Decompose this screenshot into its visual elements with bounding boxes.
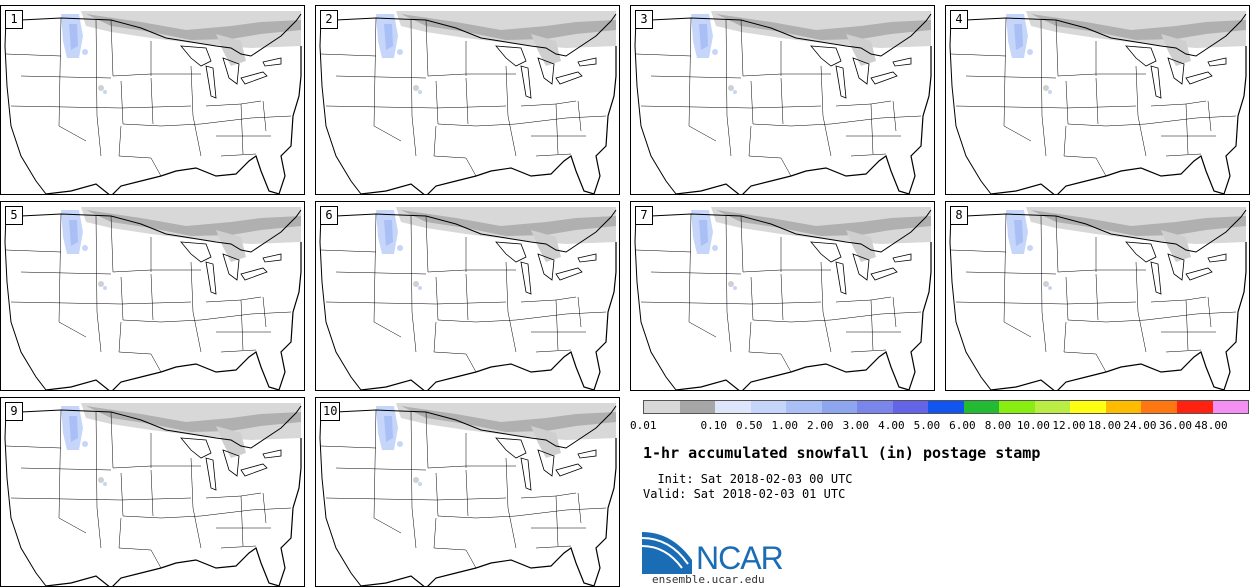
colorbar-swatch [928,401,964,413]
map-panel: 10 [315,397,620,587]
map-panel: 7 [630,201,935,391]
colorbar-swatch [786,401,822,413]
colorbar-swatch [963,401,1000,413]
colorbar-tick-label: 8.00 [984,419,1012,432]
map-panel: 2 [315,5,620,195]
colorbar-tick-label: 0.01 [630,419,657,432]
map-graphic [319,10,617,194]
colorbar-tick-label: 10.00 [1016,419,1050,432]
ncar-logo-icon [642,532,692,574]
map-panel: 5 [0,201,305,391]
colorbar-tick-label: 5.00 [913,419,941,432]
colorbar-swatch [857,401,893,413]
map-graphic [319,402,617,586]
colorbar-tick-label: 36.00 [1158,419,1193,432]
map-graphic [949,206,1247,390]
map-graphic [4,206,302,390]
colorbar-tick-label: 0.10 [700,419,727,432]
member-label: 8 [950,206,968,225]
colorbar-swatch [1034,401,1071,413]
colorbar-tick-label: 48.00 [1194,419,1228,432]
colorbar-swatch [750,401,787,413]
colorbar-tick-label: 4.00 [878,419,905,432]
map-panel: 4 [945,5,1250,195]
map-graphic [634,206,932,390]
map-graphic [634,10,932,194]
member-label: 4 [950,10,968,29]
colorbar-swatch [821,401,858,413]
member-label: 2 [320,10,338,29]
colorbar-tick-label: 6.00 [949,419,976,432]
map-panel: 6 [315,201,620,391]
map-panel: 1 [0,5,305,195]
map-panel: 3 [630,5,935,195]
colorbar-swatch [1212,401,1249,413]
map-panel: 8 [945,201,1250,391]
colorbar-tick-label: 12.00 [1052,419,1086,432]
colorbar-swatch [1176,401,1213,413]
colorbar-tick-label: 24.00 [1123,419,1157,432]
colorbar [643,400,1249,414]
map-graphic [4,10,302,194]
website-label: ensemble.ucar.edu [652,573,765,586]
colorbar-tick-label: 1.00 [771,419,799,432]
colorbar-swatch [644,401,680,413]
colorbar-tick-label: 18.00 [1087,419,1121,432]
colorbar-tick-label: 2.00 [807,419,834,432]
member-label: 10 [320,402,341,421]
colorbar-swatch [1070,401,1106,413]
member-label: 9 [5,402,23,421]
colorbar-swatch [715,401,751,413]
init-time: Init: Sat 2018-02-03 00 UTC [643,472,853,486]
colorbar-swatch [679,401,716,413]
colorbar-swatch [1105,401,1142,413]
member-label: 5 [5,206,23,225]
colorbar-tick-label: 0.50 [735,419,763,432]
colorbar-swatch [1141,401,1177,413]
member-label: 7 [635,206,653,225]
colorbar-swatch [999,401,1035,413]
map-graphic [319,206,617,390]
colorbar-tick-labels: 0.01 0.10 0.50 1.00 2.00 3.00 4.00 5.00 6.00 8.00… [630,419,1260,433]
member-label: 1 [5,10,23,29]
map-panel: 9 [0,397,305,587]
map-graphic [949,10,1247,194]
member-label: 3 [635,10,653,29]
member-label: 6 [320,206,338,225]
valid-time: Valid: Sat 2018-02-03 01 UTC [643,487,846,501]
logo-text: NCAR [696,540,784,576]
colorbar-swatch [892,401,929,413]
plot-title: 1-hr accumulated snowfall (in) postage s… [643,444,1041,462]
map-graphic [4,402,302,586]
colorbar-tick-label: 3.00 [842,419,870,432]
